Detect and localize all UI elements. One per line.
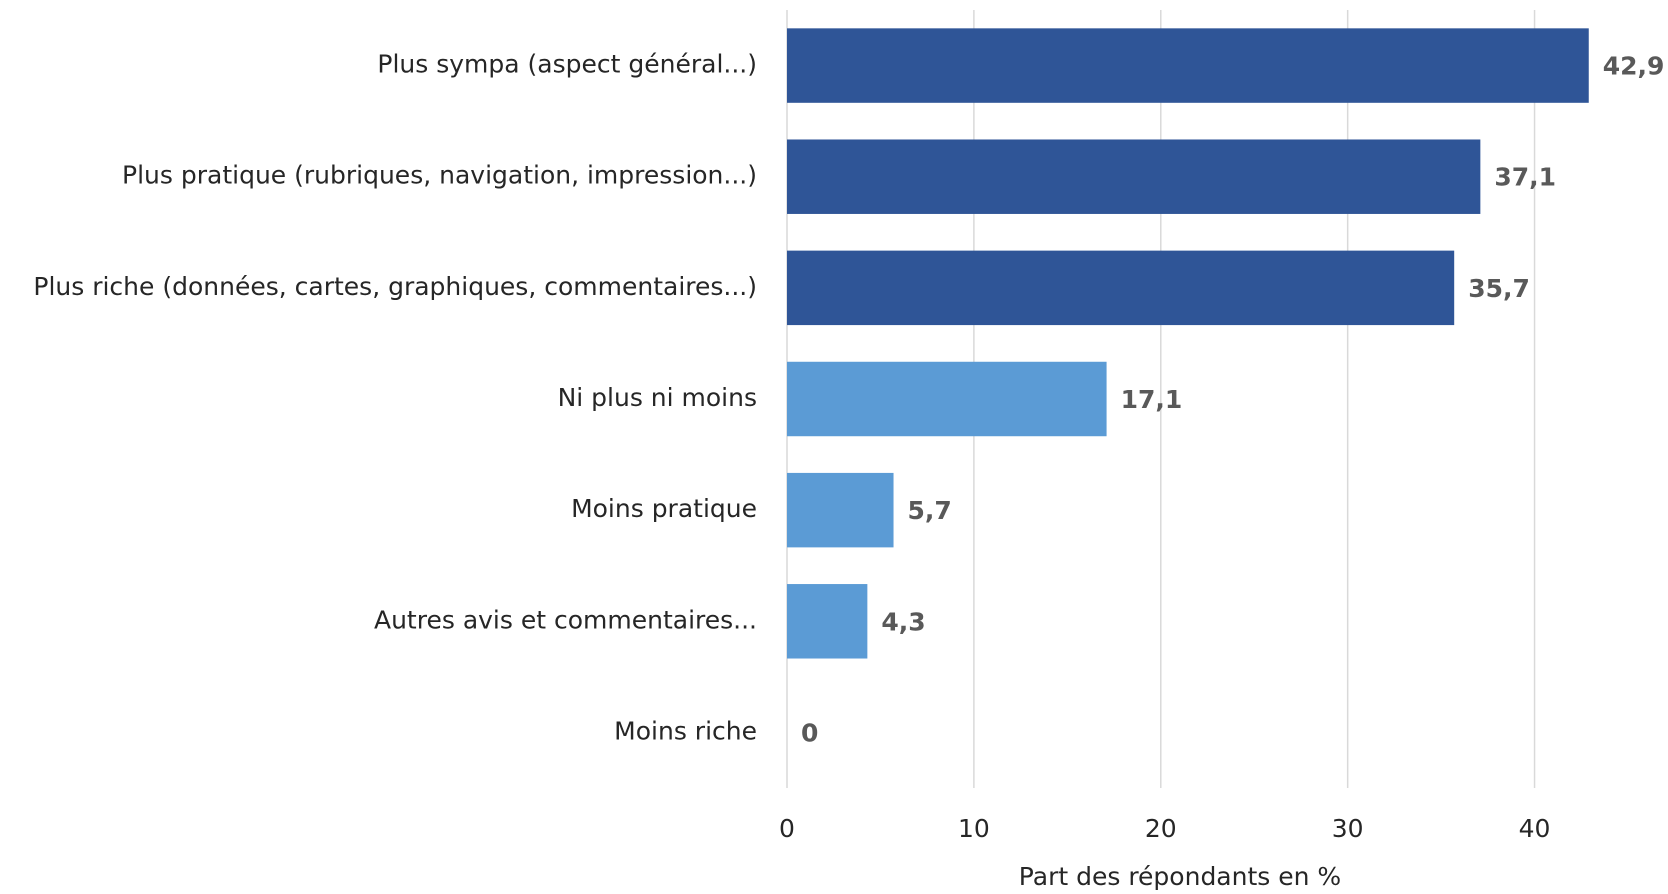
y-tick-label: Plus riche (données, cartes, graphiques,… — [33, 272, 757, 301]
bar — [787, 584, 868, 659]
bar — [787, 250, 1455, 326]
y-tick-label: Ni plus ni moins — [558, 383, 757, 412]
x-tick-label: 20 — [1145, 814, 1177, 843]
value-label: 4,3 — [881, 607, 925, 636]
y-tick-label: Plus sympa (aspect général...) — [377, 50, 757, 79]
bar — [787, 28, 1589, 103]
value-label: 42,9 — [1603, 52, 1665, 81]
x-axis-title: Part des répondants en % — [1019, 862, 1341, 891]
x-tick-label: 0 — [779, 814, 795, 843]
x-tick-label: 30 — [1332, 814, 1364, 843]
value-label: 5,7 — [908, 496, 952, 525]
value-label: 17,1 — [1121, 385, 1183, 414]
bar — [787, 472, 894, 548]
bar — [787, 139, 1481, 214]
value-label: 35,7 — [1468, 274, 1530, 303]
y-tick-label: Moins riche — [614, 716, 757, 745]
bar — [787, 361, 1107, 437]
y-tick-label: Autres avis et commentaires... — [374, 605, 757, 634]
y-tick-label: Plus pratique (rubriques, navigation, im… — [122, 161, 757, 190]
value-label: 37,1 — [1494, 163, 1556, 192]
x-tick-label: 10 — [958, 814, 990, 843]
x-tick-label: 40 — [1519, 814, 1551, 843]
value-label: 0 — [801, 718, 818, 747]
y-tick-label: Moins pratique — [571, 494, 757, 523]
